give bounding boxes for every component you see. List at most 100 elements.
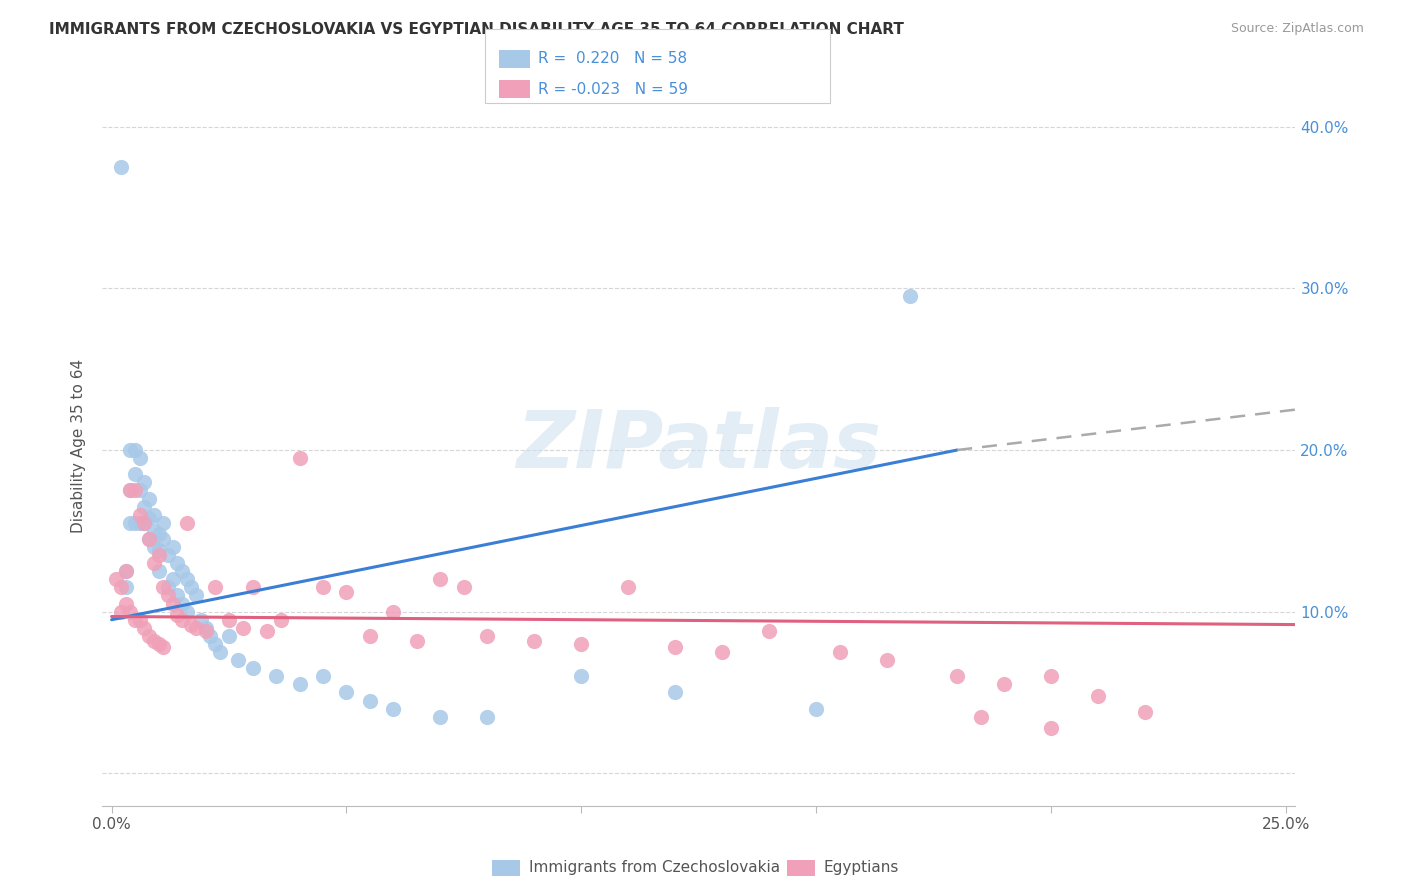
Point xyxy=(120,605,142,619)
Point xyxy=(898,289,921,303)
Point xyxy=(758,624,780,638)
Point xyxy=(142,540,165,554)
Point xyxy=(176,572,198,586)
Point xyxy=(664,685,686,699)
Point xyxy=(128,516,150,530)
Point xyxy=(156,548,179,562)
Point xyxy=(204,637,226,651)
Text: R = -0.023   N = 59: R = -0.023 N = 59 xyxy=(538,82,689,97)
Point xyxy=(200,629,222,643)
Point xyxy=(208,645,231,659)
Point xyxy=(134,621,156,635)
Point xyxy=(128,483,150,498)
Point xyxy=(166,556,188,570)
Point xyxy=(228,653,250,667)
Point xyxy=(148,527,170,541)
Point xyxy=(264,669,287,683)
Point xyxy=(242,581,264,595)
Point xyxy=(335,685,357,699)
Point xyxy=(110,605,132,619)
Point xyxy=(128,508,150,522)
Point xyxy=(128,613,150,627)
Point xyxy=(142,556,165,570)
Point xyxy=(1133,705,1156,719)
Point xyxy=(166,607,188,622)
Point xyxy=(114,564,136,578)
Point xyxy=(180,617,202,632)
Point xyxy=(828,645,851,659)
Point xyxy=(156,581,179,595)
Point xyxy=(312,669,335,683)
Point xyxy=(194,624,217,638)
Point xyxy=(124,467,146,482)
Point xyxy=(166,589,188,603)
Point xyxy=(170,564,193,578)
Point xyxy=(190,613,212,627)
Point xyxy=(406,633,429,648)
Point xyxy=(142,508,165,522)
Point xyxy=(124,516,146,530)
Point xyxy=(359,629,381,643)
Point xyxy=(1040,721,1063,735)
Text: Source: ZipAtlas.com: Source: ZipAtlas.com xyxy=(1230,22,1364,36)
Point xyxy=(571,637,593,651)
Point xyxy=(114,597,136,611)
Point xyxy=(134,516,156,530)
Point xyxy=(711,645,734,659)
Point xyxy=(152,516,174,530)
Point xyxy=(523,633,546,648)
Point xyxy=(186,589,208,603)
Point xyxy=(176,516,198,530)
Point xyxy=(170,597,193,611)
Point xyxy=(128,451,150,466)
Point xyxy=(429,709,451,723)
Point xyxy=(138,629,160,643)
Point xyxy=(105,572,128,586)
Point xyxy=(993,677,1015,691)
Point xyxy=(110,581,132,595)
Point xyxy=(148,564,170,578)
Point xyxy=(970,709,993,723)
Point xyxy=(232,621,254,635)
Point xyxy=(114,581,136,595)
Point xyxy=(806,701,828,715)
Point xyxy=(152,581,174,595)
Point xyxy=(156,589,179,603)
Point xyxy=(382,701,405,715)
Point xyxy=(148,548,170,562)
Point xyxy=(270,613,292,627)
Point xyxy=(138,511,160,525)
Text: Egyptians: Egyptians xyxy=(824,860,900,874)
Point xyxy=(1087,689,1109,703)
Point xyxy=(152,640,174,655)
Point xyxy=(571,669,593,683)
Point xyxy=(134,475,156,490)
Point xyxy=(114,564,136,578)
Point xyxy=(162,572,184,586)
Point xyxy=(152,532,174,546)
Point xyxy=(186,621,208,635)
Point xyxy=(138,532,160,546)
Point xyxy=(170,613,193,627)
Point xyxy=(218,613,240,627)
Text: Immigrants from Czechoslovakia: Immigrants from Czechoslovakia xyxy=(529,860,780,874)
Point xyxy=(453,581,475,595)
Point xyxy=(477,629,499,643)
Point xyxy=(176,605,198,619)
Point xyxy=(134,516,156,530)
Point xyxy=(148,637,170,651)
Point xyxy=(180,581,202,595)
Point xyxy=(120,483,142,498)
Text: R =  0.220   N = 58: R = 0.220 N = 58 xyxy=(538,51,688,66)
Point xyxy=(204,581,226,595)
Point xyxy=(218,629,240,643)
Point xyxy=(194,621,217,635)
Point xyxy=(312,581,335,595)
Point xyxy=(124,443,146,458)
Point xyxy=(242,661,264,675)
Point xyxy=(142,633,165,648)
Point xyxy=(138,491,160,506)
Point xyxy=(946,669,969,683)
Point xyxy=(120,483,142,498)
Point xyxy=(288,451,311,466)
